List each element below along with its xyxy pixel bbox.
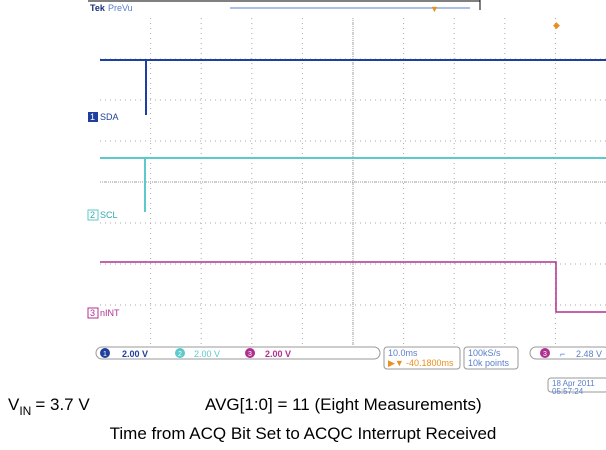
delay-icon: ▶▼ <box>388 358 404 368</box>
trigger-pos: ◆ <box>553 20 560 30</box>
trigger-marker: ▼ <box>430 4 439 14</box>
trigger-channel: 3 <box>543 351 547 358</box>
description: Time from ACQ Bit Set to ACQC Interrupt … <box>110 424 497 443</box>
sample-rate: 100kS/s <box>468 348 501 358</box>
ch3-dot <box>245 348 255 358</box>
ch2-num: 2 <box>178 351 182 358</box>
timebase: 10.0ms <box>388 348 418 358</box>
graticule <box>100 18 606 346</box>
acq-box <box>463 346 519 370</box>
channel-number: 1 <box>90 112 95 122</box>
channel-3-marker: 3 nINT <box>87 307 120 319</box>
ch3-num: 3 <box>248 351 252 358</box>
vin: VIN = 3.7 V <box>8 395 90 418</box>
channel-number: 2 <box>90 210 95 220</box>
sda-trace <box>100 59 606 115</box>
brand: Tek <box>90 3 106 13</box>
channel-number: 3 <box>90 308 95 318</box>
nint-trace <box>100 261 606 313</box>
delay: -40.1800ms <box>406 358 454 368</box>
ch2-scale: 2.00 V <box>194 349 220 359</box>
trigger-level: 2.48 V <box>576 349 602 359</box>
channel-name: SCL <box>100 210 118 220</box>
mode: PreVu <box>108 3 133 13</box>
vin-sub: IN <box>19 404 31 418</box>
vin-value: = 3.7 V <box>35 395 90 414</box>
ch1-dot <box>100 348 110 358</box>
avg: AVG[1:0] = 11 (Eight Measurements) <box>205 395 482 414</box>
record-length: 10k points <box>468 358 510 368</box>
time: 05:57:24 <box>552 387 584 396</box>
trigger-slope: ⌐ <box>560 349 565 359</box>
vin-label: V <box>8 395 20 414</box>
timebase-box <box>383 346 461 370</box>
channel-bar <box>95 346 381 360</box>
channel-1-marker: 1 SDA <box>88 112 119 122</box>
trigger-box <box>529 346 606 360</box>
ch3-scale: 2.00 V <box>265 349 291 359</box>
ch2-dot <box>175 348 185 358</box>
channel-2-marker: 2 SCL <box>87 209 118 221</box>
scl-trace <box>100 157 606 212</box>
channel-name: nINT <box>100 308 120 318</box>
ch1-num: 1 <box>103 351 107 358</box>
trigger-dot <box>540 348 550 358</box>
ch1-scale: 2.00 V <box>122 349 148 359</box>
date-box <box>547 377 606 393</box>
date: 18 Apr 2011 <box>552 379 595 388</box>
channel-name: SDA <box>100 112 119 122</box>
